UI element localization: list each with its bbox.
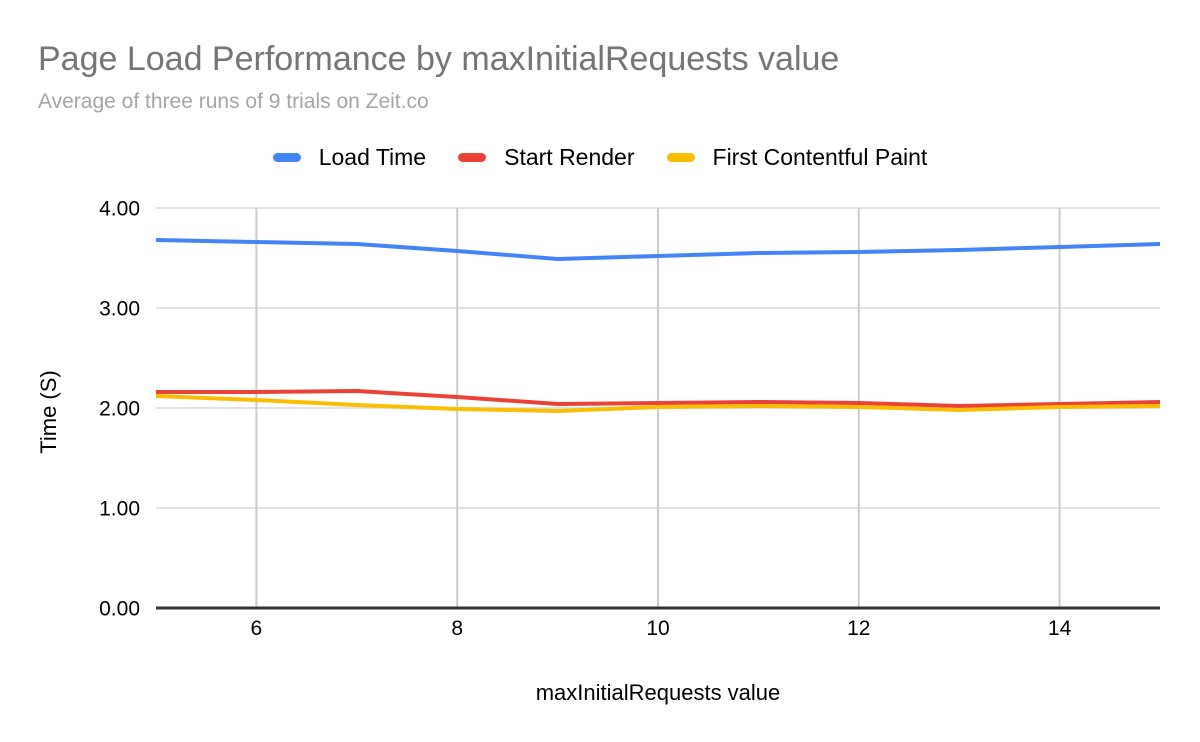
y-tick-label: 3.00 xyxy=(99,298,140,321)
legend-item-start-render: Start Render xyxy=(458,143,635,171)
legend-label-load-time: Load Time xyxy=(318,143,427,170)
y-tick-label: 0.00 xyxy=(99,598,140,621)
x-tick-label: 6 xyxy=(251,617,263,640)
x-tick-label: 10 xyxy=(646,617,669,640)
first-contentful-paint-swatch-icon xyxy=(666,152,695,162)
legend-item-load-time: Load Time xyxy=(272,143,427,171)
y-axis-title: Time (S) xyxy=(36,370,61,454)
y-tick-label: 2.00 xyxy=(99,398,140,421)
series-line-first-contentful-paint xyxy=(155,394,1161,413)
legend-item-first-contentful-paint: First Contentful Paint xyxy=(666,143,928,171)
start-render-swatch-icon xyxy=(458,152,487,162)
chart-legend: Load Time Start Render First Contentful … xyxy=(0,141,1200,173)
x-tick-label: 8 xyxy=(451,617,463,640)
load-time-swatch-icon xyxy=(272,152,301,162)
x-axis-title: maxInitialRequests value xyxy=(535,680,781,705)
x-tick-label: 12 xyxy=(847,617,870,640)
series-line-load-time xyxy=(155,238,1161,261)
legend-label-start-render: Start Render xyxy=(504,143,635,170)
x-tick-label: 14 xyxy=(1048,617,1072,640)
legend-label-first-contentful-paint: First Contentful Paint xyxy=(712,143,928,170)
y-tick-label: 4.00 xyxy=(99,198,140,221)
chart-title: Page Load Performance by maxInitialReque… xyxy=(38,40,840,78)
y-tick-label: 1.00 xyxy=(99,498,140,521)
series-line-start-render xyxy=(156,389,1161,408)
chart-subtitle: Average of three runs of 9 trials on Zei… xyxy=(38,90,429,113)
